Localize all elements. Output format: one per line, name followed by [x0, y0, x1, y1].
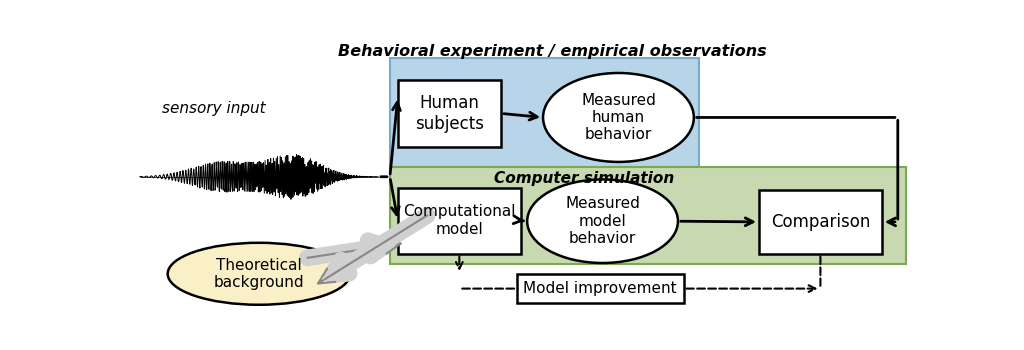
FancyBboxPatch shape: [517, 274, 684, 303]
Text: Measured
model
behavior: Measured model behavior: [565, 196, 640, 246]
Text: Computational
model: Computational model: [403, 204, 515, 237]
FancyBboxPatch shape: [390, 58, 699, 167]
FancyBboxPatch shape: [397, 188, 521, 253]
FancyBboxPatch shape: [390, 167, 905, 264]
Ellipse shape: [168, 243, 350, 305]
Text: Comparison: Comparison: [771, 213, 870, 231]
Text: Behavioral experiment / empirical observations: Behavioral experiment / empirical observ…: [338, 44, 767, 59]
Ellipse shape: [543, 73, 694, 162]
Text: Computer simulation: Computer simulation: [495, 170, 675, 186]
Text: Model improvement: Model improvement: [523, 281, 677, 296]
Text: Human
subjects: Human subjects: [415, 94, 484, 133]
FancyBboxPatch shape: [397, 80, 501, 147]
Text: Theoretical
background: Theoretical background: [214, 258, 304, 290]
Ellipse shape: [527, 180, 678, 263]
FancyBboxPatch shape: [759, 190, 882, 253]
Text: Measured
human
behavior: Measured human behavior: [581, 92, 656, 142]
Text: sensory input: sensory input: [162, 100, 265, 116]
